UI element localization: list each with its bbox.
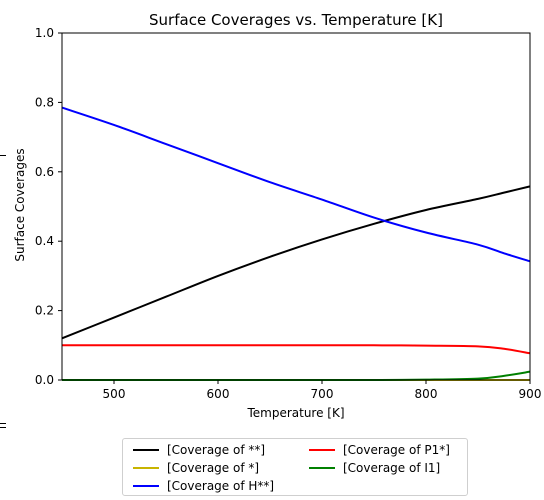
x-tick-label: 700 [311,387,334,401]
legend-label: [Coverage of P1*] [343,443,450,457]
series-line [61,106,531,263]
y-tick-label: 0.4 [35,234,54,248]
legend-label: [Coverage of H**] [167,479,275,493]
x-tick-label: 800 [415,387,438,401]
y-tick-label: 0.8 [35,95,54,109]
y-tick-label: 0.0 [35,373,54,387]
plot-frame [61,32,531,381]
edge-tick-mark [0,155,6,156]
edge-tick-mark [0,427,6,428]
legend-swatch [309,449,335,451]
legend-swatch [309,467,335,469]
y-tick-label: 0.6 [35,165,54,179]
chart-legend: [Coverage of **] [Coverage of *] [Covera… [122,438,468,496]
edge-tick-mark [0,423,6,424]
legend-item: [Coverage of H**] [133,477,274,495]
legend-item: [Coverage of P1*] [309,441,450,459]
x-axis-label: Temperature [K] [246,406,344,420]
legend-label: [Coverage of *] [167,461,260,475]
series-line [61,185,531,340]
y-tick-label: 1.0 [35,26,54,40]
y-axis-label: Surface Coverages [13,148,27,261]
series-line [62,344,531,355]
y-tick-label: 0.2 [35,304,54,318]
x-tick-label: 500 [103,387,126,401]
chart-title: Surface Coverages vs. Temperature [K] [149,11,443,29]
legend-label: [Coverage of I1] [343,461,441,475]
legend-swatch [133,449,159,451]
legend-swatch [133,485,159,487]
legend-item: [Coverage of I1] [309,459,440,477]
legend-item: [Coverage of **] [133,441,265,459]
x-tick-label: 600 [207,387,230,401]
legend-label: [Coverage of **] [167,443,266,457]
legend-item: [Coverage of *] [133,459,259,477]
legend-swatch [133,467,159,469]
x-tick-label: 900 [519,387,542,401]
series-line [61,370,531,382]
